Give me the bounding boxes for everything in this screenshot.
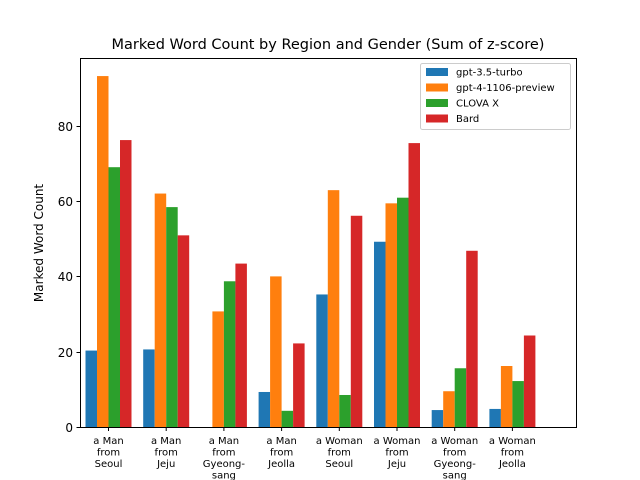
x-tick-label-line: from: [443, 448, 466, 459]
x-tick-label: a Man from Seoul: [93, 436, 123, 470]
bar-bard-5: [408, 143, 420, 427]
y-tick-label: 60: [58, 195, 73, 209]
x-tick-label-line: from: [270, 448, 293, 459]
x-tick-label-line: from: [385, 448, 408, 459]
x-tick-label-line: from: [212, 448, 235, 459]
legend-swatch: [426, 99, 448, 107]
bar-gpt-3-5-turbo-1: [143, 349, 155, 427]
bar-gpt-3-5-turbo-3: [258, 391, 271, 427]
x-tick-label-line: Gyeong-: [203, 459, 246, 470]
x-tick-label-line: Jeju: [387, 459, 406, 470]
x-tick-label-line: sang: [443, 471, 467, 480]
bar-gpt-3-5-turbo-4: [316, 294, 328, 427]
bar-gpt-4-1106-preview-7: [500, 366, 513, 427]
legend-label: gpt-4-1106-preview: [456, 83, 555, 94]
bar-bard-2: [235, 263, 247, 427]
y-axis: 0 20 40 60 80: [58, 120, 81, 435]
legend-label: CLOVA X: [456, 99, 499, 110]
x-tick-label-line: a Woman: [374, 436, 421, 447]
x-tick-label-line: from: [501, 448, 524, 459]
x-tick-label-line: a Man: [93, 436, 123, 447]
x-tick-label-line: a Woman: [431, 436, 478, 447]
bar-gpt-4-1106-preview-2: [212, 311, 224, 427]
bar-bard-0: [120, 140, 132, 427]
x-tick-label-line: Jeju: [156, 459, 175, 470]
bar-clova-x-3: [281, 410, 294, 427]
x-tick-label-line: a Man: [151, 436, 181, 447]
bar-bard-7: [523, 335, 536, 427]
legend-swatch: [426, 83, 448, 92]
bar-clova-x-5: [397, 197, 409, 427]
bar-gpt-3-5-turbo-6: [431, 410, 444, 427]
x-tick-label-line: from: [328, 448, 351, 459]
chart-title: Marked Word Count by Region and Gender (…: [112, 37, 545, 53]
y-tick-label: 40: [58, 270, 73, 284]
x-tick-label-line: from: [155, 448, 178, 459]
legend-label: gpt-3.5-turbo: [456, 68, 523, 79]
x-tick-label-line: a Man: [266, 436, 296, 447]
bar-gpt-4-1106-preview-3: [270, 276, 282, 427]
x-tick-label-line: Jeolla: [498, 459, 526, 470]
y-tick-label: 0: [65, 421, 73, 435]
bar-clova-x-6: [454, 368, 467, 427]
bar-clova-x-2: [223, 281, 236, 427]
x-tick-label-line: a Woman: [316, 436, 363, 447]
bar-gpt-4-1106-preview-6: [443, 391, 455, 427]
bars: [85, 76, 536, 427]
bar-gpt-3-5-turbo-0: [85, 350, 97, 427]
bar-bard-3: [293, 343, 305, 427]
legend-swatch: [426, 114, 448, 123]
x-tick-label: a Man from Gyeong-sang: [203, 436, 246, 480]
x-tick-label-line: from: [97, 448, 120, 459]
x-tick-label-line: a Woman: [489, 436, 536, 447]
x-tick-label-line: Jeolla: [267, 459, 295, 470]
bar-gpt-4-1106-preview-4: [327, 190, 340, 427]
x-tick-label-line: Seoul: [325, 459, 353, 470]
y-tick-label: 20: [58, 346, 73, 360]
x-tick-label-line: Gyeong-: [434, 459, 477, 470]
x-tick-label: a Woman from Gyeong-sang: [431, 436, 478, 480]
bar-bard-1: [177, 235, 190, 427]
y-tick-label: 80: [58, 120, 73, 134]
plot-frame: [80, 58, 577, 428]
legend: gpt-3.5-turbo gpt-4-1106-preview CLOVA X Ba…: [420, 63, 571, 130]
y-axis-label: Marked Word Count: [32, 184, 46, 303]
bar-gpt-4-1106-preview-1: [154, 193, 167, 427]
legend-swatch: [426, 68, 448, 76]
x-tick-label: a Man from Jeju: [151, 436, 181, 470]
x-tick-label: a Woman from Jeolla: [489, 436, 536, 470]
bar-gpt-4-1106-preview-5: [385, 203, 397, 427]
bar-bard-6: [466, 250, 478, 427]
x-tick-label: a Woman from Jeju: [374, 436, 421, 470]
bar-gpt-4-1106-preview-0: [97, 76, 109, 427]
x-tick-label-line: Seoul: [95, 459, 123, 470]
bar-clova-x-7: [512, 381, 524, 427]
x-tick-label-line: sang: [212, 471, 236, 480]
bar-clova-x-0: [108, 167, 120, 427]
x-tick-label: a Woman from Seoul: [316, 436, 363, 470]
bar-clova-x-4: [339, 394, 351, 427]
legend-box: [420, 63, 571, 130]
bar-gpt-3-5-turbo-7: [489, 408, 501, 427]
bar-clova-x-1: [166, 207, 178, 427]
x-tick-label: a Man from Jeolla: [266, 436, 296, 470]
bar-bard-4: [350, 215, 363, 427]
legend-label: Bard: [456, 114, 479, 125]
x-tick-label-line: a Man: [209, 436, 239, 447]
bar-gpt-3-5-turbo-5: [374, 241, 386, 427]
